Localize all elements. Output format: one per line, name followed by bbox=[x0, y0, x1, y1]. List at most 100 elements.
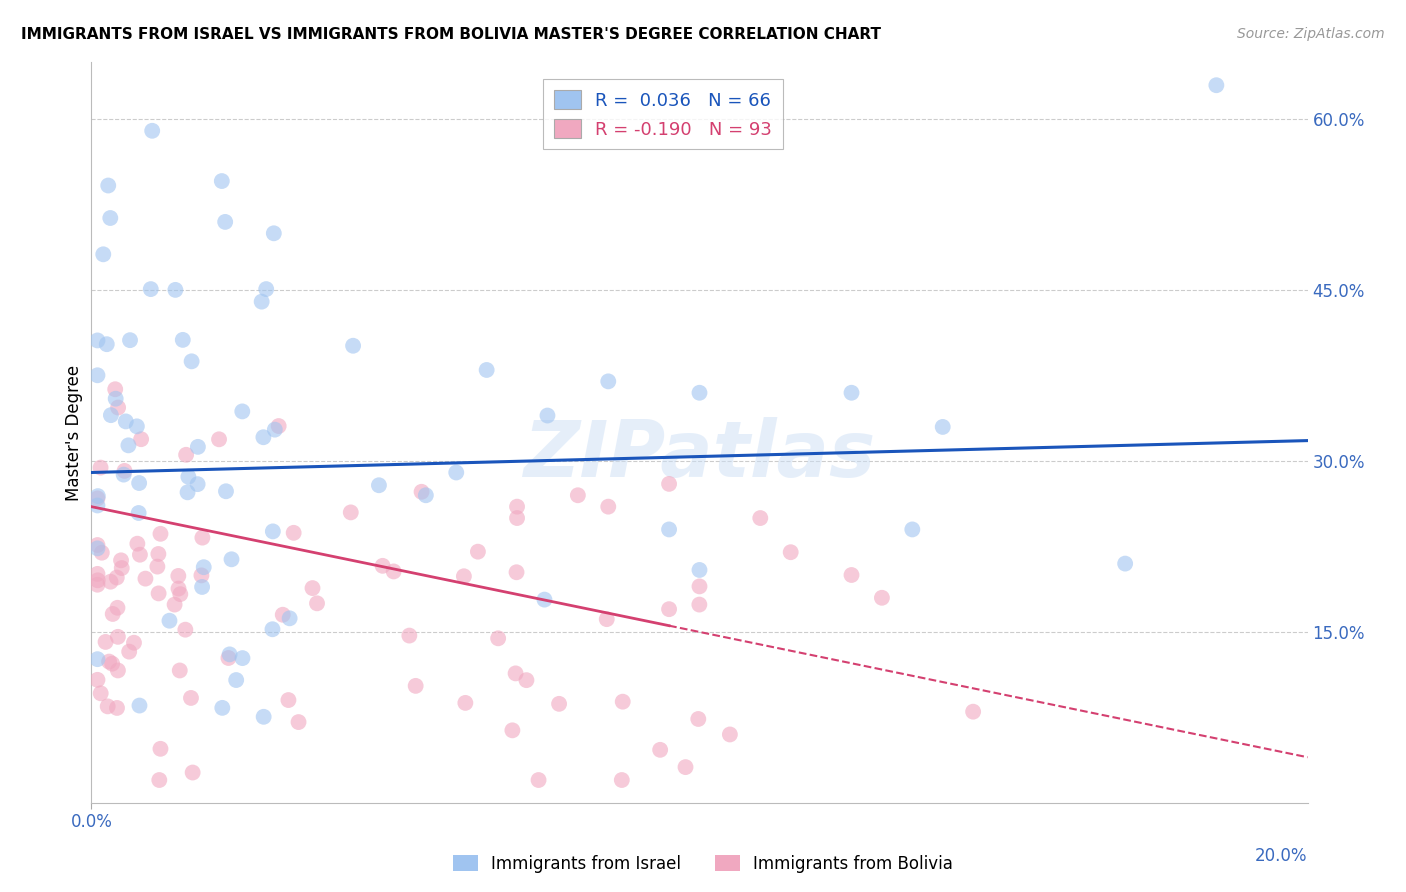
Point bbox=[505, 566, 527, 580]
Point bbox=[107, 401, 129, 415]
Point bbox=[112, 467, 135, 482]
Point bbox=[114, 464, 136, 478]
Point bbox=[86, 673, 108, 687]
Text: IMMIGRANTS FROM ISRAEL VS IMMIGRANTS FROM BOLIVIA MASTER'S DEGREE CORRELATION CH: IMMIGRANTS FROM ISRAEL VS IMMIGRANTS FRO… bbox=[21, 27, 882, 42]
Point bbox=[610, 772, 633, 787]
Point bbox=[167, 582, 190, 596]
Point bbox=[110, 553, 132, 567]
Point bbox=[174, 623, 197, 637]
Point bbox=[305, 596, 328, 610]
Point bbox=[598, 375, 620, 389]
Point bbox=[180, 690, 202, 705]
Point bbox=[650, 743, 672, 757]
Point bbox=[271, 607, 294, 622]
Point bbox=[287, 715, 309, 730]
Point bbox=[505, 666, 527, 681]
Point bbox=[962, 705, 984, 719]
Point bbox=[86, 499, 108, 513]
Point bbox=[533, 592, 555, 607]
Point bbox=[187, 477, 209, 491]
Point bbox=[111, 561, 134, 575]
Point bbox=[342, 339, 364, 353]
Point bbox=[527, 772, 550, 787]
Y-axis label: Master's Degree: Master's Degree bbox=[65, 365, 83, 500]
Point bbox=[128, 506, 150, 520]
Point bbox=[277, 693, 299, 707]
Point bbox=[262, 524, 284, 539]
Point bbox=[87, 574, 110, 588]
Point bbox=[749, 511, 772, 525]
Legend: R =  0.036   N = 66, R = -0.190   N = 93: R = 0.036 N = 66, R = -0.190 N = 93 bbox=[543, 78, 783, 149]
Point bbox=[368, 478, 391, 492]
Point bbox=[211, 174, 233, 188]
Point bbox=[454, 696, 477, 710]
Point bbox=[218, 648, 240, 662]
Point bbox=[506, 500, 529, 514]
Point bbox=[506, 511, 529, 525]
Point bbox=[90, 460, 112, 475]
Point bbox=[1205, 78, 1227, 93]
Point bbox=[90, 686, 112, 700]
Point bbox=[208, 432, 231, 446]
Point bbox=[149, 741, 172, 756]
Point bbox=[901, 523, 924, 537]
Point bbox=[225, 673, 247, 687]
Point bbox=[107, 600, 129, 615]
Point bbox=[262, 622, 284, 636]
Point bbox=[675, 760, 697, 774]
Point bbox=[187, 440, 209, 454]
Point bbox=[467, 544, 489, 558]
Point bbox=[415, 488, 437, 502]
Point bbox=[128, 476, 150, 491]
Point bbox=[117, 438, 139, 452]
Point bbox=[165, 283, 187, 297]
Point bbox=[181, 765, 204, 780]
Point bbox=[267, 419, 290, 434]
Point bbox=[263, 227, 285, 241]
Point bbox=[870, 591, 893, 605]
Point bbox=[148, 547, 170, 561]
Point bbox=[250, 294, 273, 309]
Point bbox=[252, 430, 274, 444]
Legend: Immigrants from Israel, Immigrants from Bolivia: Immigrants from Israel, Immigrants from … bbox=[446, 848, 960, 880]
Point bbox=[101, 607, 124, 621]
Point bbox=[598, 500, 620, 514]
Point bbox=[501, 723, 523, 738]
Point bbox=[263, 423, 285, 437]
Point bbox=[283, 525, 305, 540]
Point bbox=[405, 679, 427, 693]
Point bbox=[149, 526, 172, 541]
Point bbox=[382, 565, 405, 579]
Point bbox=[211, 701, 233, 715]
Point bbox=[105, 570, 128, 584]
Point bbox=[86, 334, 108, 348]
Point bbox=[104, 382, 127, 396]
Point bbox=[86, 538, 108, 552]
Point bbox=[98, 655, 121, 669]
Point bbox=[86, 566, 108, 581]
Point bbox=[86, 578, 108, 592]
Point bbox=[596, 612, 619, 626]
Point bbox=[90, 546, 112, 560]
Point bbox=[169, 664, 191, 678]
Point bbox=[688, 712, 710, 726]
Point bbox=[688, 385, 710, 400]
Point bbox=[101, 657, 124, 671]
Point bbox=[658, 476, 681, 491]
Point bbox=[167, 569, 190, 583]
Point bbox=[172, 333, 194, 347]
Point bbox=[86, 368, 108, 383]
Point bbox=[87, 489, 110, 503]
Point bbox=[141, 124, 163, 138]
Point bbox=[718, 727, 741, 741]
Point bbox=[129, 432, 152, 446]
Point bbox=[191, 580, 214, 594]
Point bbox=[128, 698, 150, 713]
Text: Source: ZipAtlas.com: Source: ZipAtlas.com bbox=[1237, 27, 1385, 41]
Point bbox=[96, 337, 118, 351]
Point bbox=[105, 701, 128, 715]
Point bbox=[159, 614, 181, 628]
Point bbox=[97, 699, 120, 714]
Point bbox=[214, 215, 236, 229]
Point bbox=[127, 537, 149, 551]
